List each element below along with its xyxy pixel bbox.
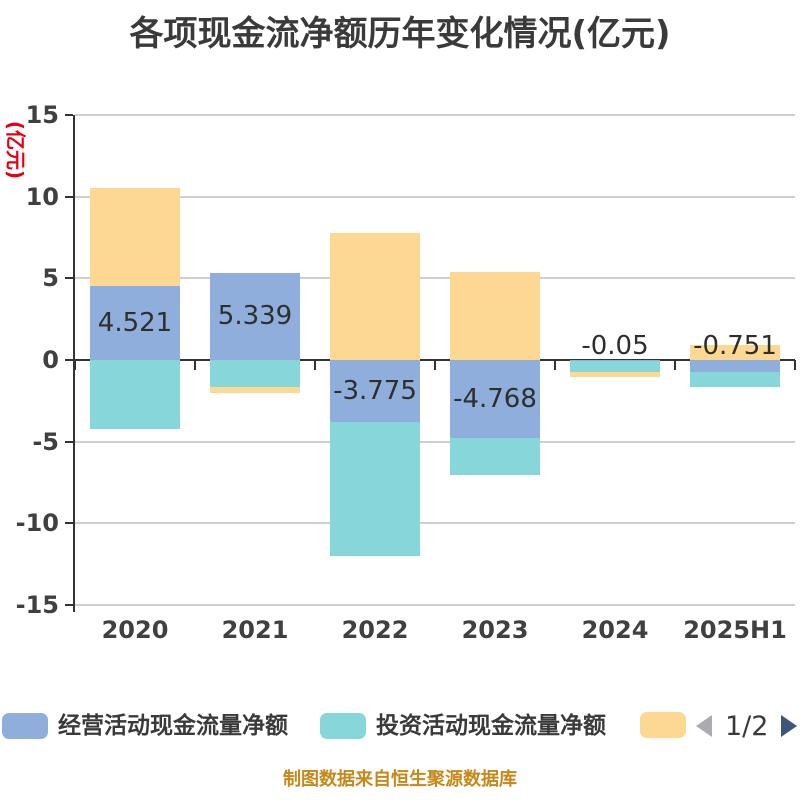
bar-value-label: -4.768 <box>453 383 537 414</box>
bar-segment-s2-2020[interactable] <box>90 360 180 429</box>
y-axis-tick <box>65 440 73 443</box>
legend-next-page-icon[interactable] <box>781 715 798 737</box>
plot-area: 15 10 5 0 -5 -10 -15 2020 2021 2022 2023 2024 2025H1… <box>16 101 796 644</box>
bar-value-label: -3.775 <box>333 375 417 406</box>
bar-segment-s3-2025H1[interactable] <box>690 345 780 360</box>
bar-segment-s3-2020[interactable] <box>90 188 180 287</box>
category-tick <box>314 360 316 370</box>
legend-swatch-investing-cashflow <box>320 713 366 739</box>
category-tick <box>554 360 556 370</box>
x-tick-label: 2025H1 <box>683 616 787 644</box>
y-tick-label: 10 <box>25 182 59 211</box>
bar-segment-s1-2022[interactable] <box>330 360 420 422</box>
bar-segment-s2-2021[interactable] <box>210 360 300 387</box>
chart-title: 各项现金流净额历年变化情况(亿元) <box>129 14 671 54</box>
bar-segment-s3-2021[interactable] <box>210 386 300 393</box>
category-tick <box>194 360 196 370</box>
bar-value-label: 4.521 <box>97 308 173 339</box>
bar-segment-s1-2020[interactable] <box>90 286 180 360</box>
legend-item-investing-cashflow[interactable]: 投资活动现金流量净额 <box>320 712 606 740</box>
bar-segment-s1-2023[interactable] <box>450 360 540 438</box>
y-axis-tick <box>65 114 73 116</box>
legend-item-operating-cashflow[interactable]: 经营活动现金流量净额 <box>2 712 288 740</box>
gridline <box>75 195 795 198</box>
category-tick <box>794 360 796 370</box>
x-tick-label: 2020 <box>101 616 169 644</box>
bar-segment-s2-2023[interactable] <box>450 437 540 476</box>
legend-label-investing-cashflow: 投资活动现金流量净额 <box>376 713 606 739</box>
bar-segment-s1-2024[interactable] <box>570 360 660 361</box>
bar-segment-s3-2022[interactable] <box>330 232 420 360</box>
gridline <box>75 604 795 606</box>
bar-segment-s2-2024[interactable] <box>570 360 660 373</box>
gridline <box>75 114 795 116</box>
y-axis-tick <box>65 195 73 198</box>
y-tick-label: 5 <box>42 264 59 293</box>
category-tick <box>674 360 676 370</box>
x-tick-label: 2023 <box>461 616 529 644</box>
y-tick-label: -5 <box>32 427 59 456</box>
gridline <box>75 522 795 525</box>
legend-swatch-operating-cashflow <box>2 713 48 739</box>
y-axis-tick <box>65 359 73 361</box>
y-axis-tick <box>65 522 73 525</box>
category-tick <box>434 360 436 370</box>
legend-item-third-series[interactable] <box>640 712 696 738</box>
bar-value-label: -0.751 <box>693 331 777 361</box>
legend-pagination: 1/2 <box>696 710 798 742</box>
y-tick-label: -10 <box>15 509 59 538</box>
legend-prev-page-icon[interactable] <box>696 715 712 737</box>
category-tick <box>74 360 76 370</box>
y-axis-tick <box>65 604 73 606</box>
legend: 经营活动现金流量净额 投资活动现金流量净额 1/2 <box>0 710 800 744</box>
x-tick-label: 2022 <box>341 616 409 644</box>
bar-value-label: 5.339 <box>217 301 293 332</box>
gridline <box>75 440 795 443</box>
y-tick-label: 15 <box>25 101 59 129</box>
legend-page-indicator: 1/2 <box>725 710 769 742</box>
bar-segment-s1-2021[interactable] <box>210 272 300 360</box>
gridline <box>75 277 795 280</box>
y-axis-tick <box>65 277 73 280</box>
x-tick-label: 2024 <box>581 616 649 644</box>
y-tick-label: 0 <box>42 346 59 374</box>
y-tick-label: -15 <box>15 591 59 619</box>
legend-label-operating-cashflow: 经营活动现金流量净额 <box>58 713 288 739</box>
bar-segment-s2-2022[interactable] <box>330 421 420 556</box>
x-tick-label: 2021 <box>221 616 289 644</box>
legend-swatch-third-series <box>640 712 686 738</box>
bar-value-label: -0.05 <box>581 331 649 361</box>
bar-segment-s2-2025H1[interactable] <box>690 372 780 387</box>
data-source-note: 制图数据来自恒生聚源数据库 <box>283 769 517 790</box>
bar-segment-s1-2025H1[interactable] <box>690 360 780 373</box>
bar-segment-s3-2024[interactable] <box>570 372 660 378</box>
bar-segment-s3-2023[interactable] <box>450 271 540 360</box>
